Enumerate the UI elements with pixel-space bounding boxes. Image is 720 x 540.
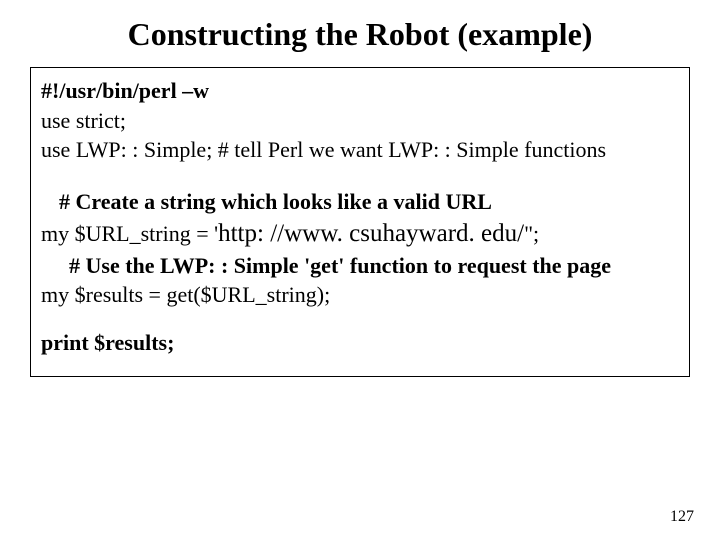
page-number: 127 [670, 508, 694, 526]
code-shebang: #!/usr/bin/perl –w [41, 76, 679, 106]
code-url-assign: my $URL_string = 'http: //www. csuhaywar… [41, 217, 679, 251]
code-comment-get: # Use the LWP: : Simple 'get' function t… [41, 251, 679, 281]
code-use-strict: use strict; [41, 106, 679, 136]
code-url-prefix: my $URL_string = ' [41, 221, 218, 246]
code-comment-url: # Create a string which looks like a val… [41, 187, 679, 217]
code-use-lwp: use LWP: : Simple; # tell Perl we want L… [41, 135, 679, 165]
slide: Constructing the Robot (example) #!/usr/… [0, 0, 720, 540]
blank-gap [41, 165, 679, 187]
blank-gap-2 [41, 310, 679, 328]
code-box: #!/usr/bin/perl –w use strict; use LWP: … [30, 67, 690, 377]
slide-title: Constructing the Robot (example) [30, 16, 690, 53]
code-url-suffix: "; [524, 221, 539, 246]
code-url-value: http: //www. csuhayward. edu/ [218, 220, 524, 247]
code-results-assign: my $results = get($URL_string); [41, 280, 679, 310]
code-print: print $results; [41, 328, 679, 358]
